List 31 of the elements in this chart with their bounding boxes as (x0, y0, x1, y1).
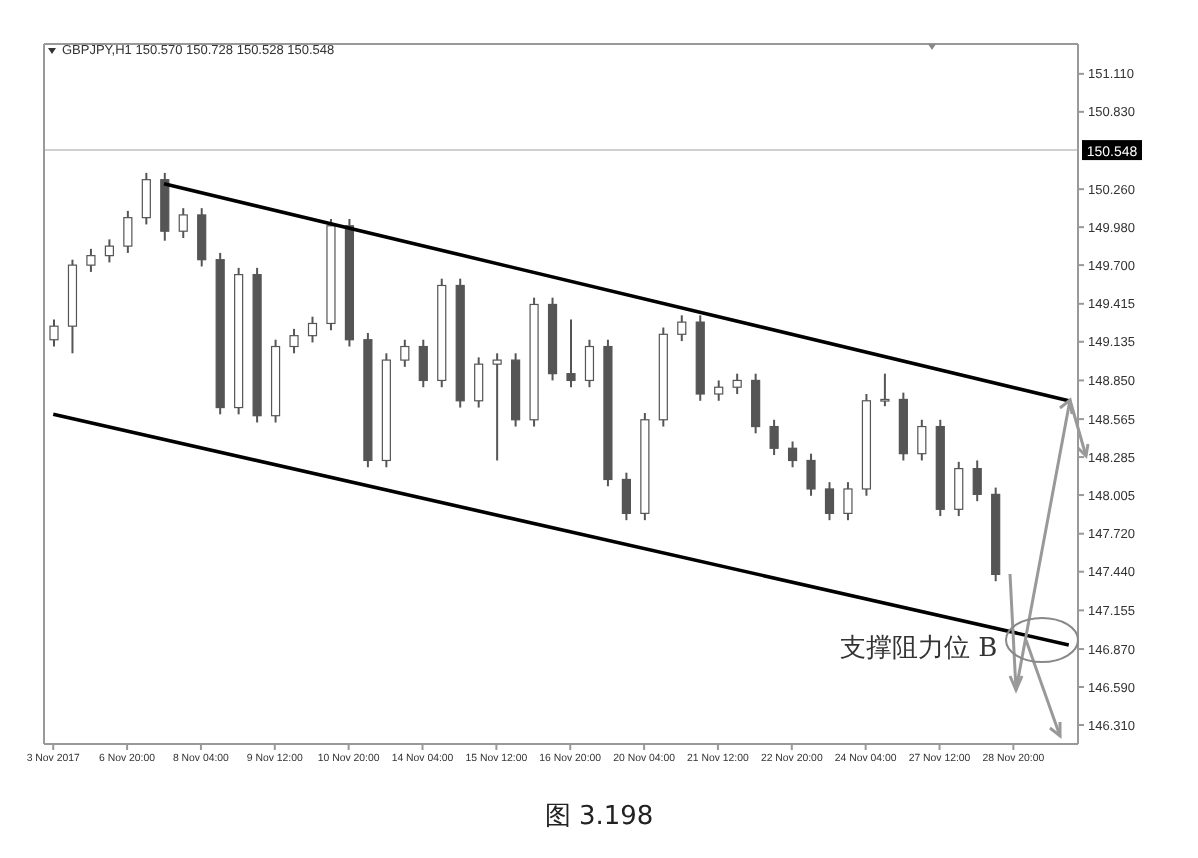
candlestick (566, 318, 576, 389)
candlestick (787, 440, 798, 469)
candlestick (197, 207, 207, 268)
caption: 图 3.198 (542, 800, 656, 834)
candlestick (123, 209, 133, 254)
candlestick (917, 418, 927, 462)
candlestick (104, 238, 114, 264)
candlestick (880, 372, 890, 408)
candlestick (178, 207, 188, 239)
candlestick (806, 452, 816, 497)
candlestick (86, 247, 96, 273)
candlestick (751, 372, 761, 435)
candlestick (492, 352, 502, 462)
annotation: 支撑阻力位 B (840, 632, 998, 666)
candlestick (418, 338, 428, 389)
candlestick (972, 459, 982, 503)
candlestick (714, 379, 724, 402)
candlestick (824, 481, 835, 522)
candlestick (732, 372, 742, 395)
candlestick (584, 338, 595, 389)
candlestick (843, 481, 853, 522)
candlestick (400, 338, 410, 368)
candlestick (474, 356, 484, 409)
candlestick (677, 314, 687, 343)
candlestick (307, 315, 318, 344)
candlestick (289, 327, 299, 355)
candlestick (954, 460, 964, 518)
candlestick (769, 418, 779, 457)
candlestick (141, 171, 151, 226)
candlestick (621, 471, 631, 522)
candlestick (49, 318, 59, 348)
